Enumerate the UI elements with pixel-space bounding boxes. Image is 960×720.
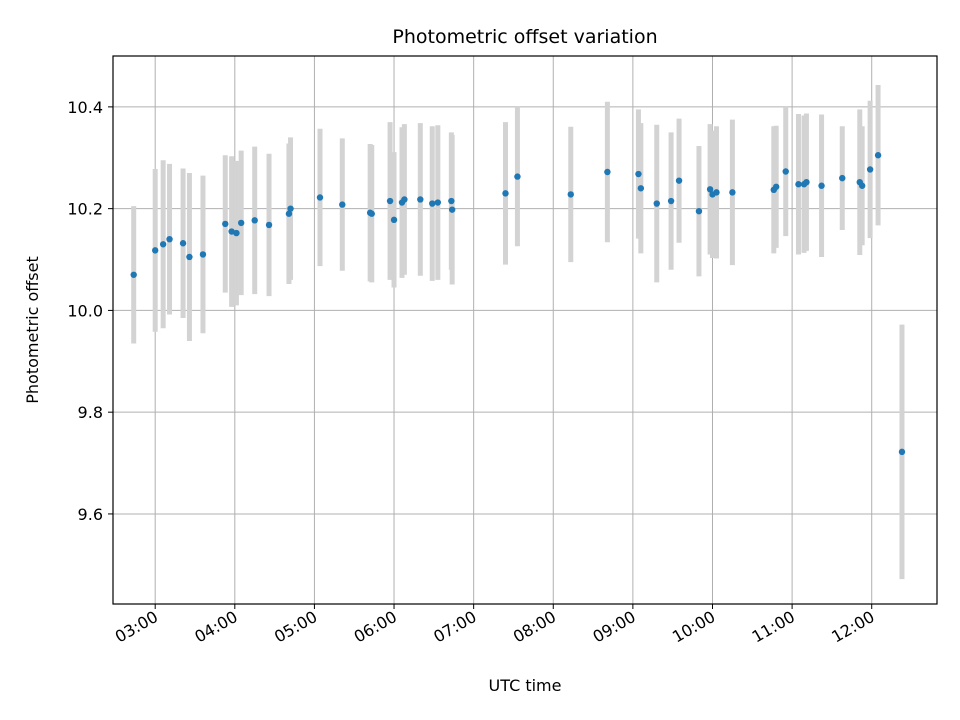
data-point (316, 194, 324, 201)
data-point (386, 197, 394, 205)
data-point (448, 197, 455, 205)
plot-frame (112, 55, 938, 605)
data-point (265, 221, 273, 229)
data-point (874, 152, 882, 159)
data-point (795, 181, 802, 188)
chart-title: Photometric offset variation (392, 26, 657, 48)
data-point (237, 219, 245, 227)
data-point (339, 201, 346, 208)
data-point (772, 183, 780, 190)
data-point (199, 251, 207, 258)
data-point (434, 199, 442, 206)
y-tick-label: 9.8 (78, 403, 103, 422)
data-point (667, 197, 675, 205)
y-axis-label: Photometric offset (23, 256, 42, 404)
data-point (866, 166, 874, 173)
data-point (151, 247, 159, 254)
point-layer (130, 152, 906, 456)
y-tick-label: 10.0 (67, 301, 103, 320)
data-point (368, 210, 375, 217)
data-point (130, 271, 137, 278)
data-point (653, 200, 660, 207)
data-point (858, 182, 866, 189)
data-point (782, 168, 789, 175)
data-point (390, 216, 398, 224)
data-point (285, 210, 293, 217)
data-point (287, 205, 294, 212)
y-tick-label: 9.6 (78, 505, 103, 524)
data-point (179, 240, 187, 247)
data-point (567, 191, 574, 198)
data-point (637, 185, 645, 192)
data-point (706, 186, 714, 193)
data-point (429, 200, 436, 207)
data-point (502, 190, 509, 197)
data-point (186, 253, 193, 261)
data-point (729, 189, 736, 196)
data-point (514, 173, 521, 180)
data-point (401, 196, 408, 203)
data-point (604, 168, 611, 176)
data-point (635, 170, 642, 178)
data-point (675, 177, 683, 184)
data-point (695, 207, 703, 215)
data-point (222, 220, 229, 228)
data-point (251, 217, 258, 224)
y-tick-label: 10.4 (67, 98, 103, 117)
data-point (233, 229, 240, 237)
data-point (898, 448, 906, 456)
x-axis-label: UTC time (489, 676, 562, 695)
data-point (818, 182, 825, 189)
data-point (417, 196, 424, 203)
data-point (448, 206, 456, 213)
data-point (166, 235, 173, 243)
y-tick-label: 10.2 (67, 200, 103, 219)
data-point (159, 241, 167, 248)
data-point (803, 178, 810, 186)
data-point (839, 174, 846, 182)
data-point (713, 189, 720, 196)
